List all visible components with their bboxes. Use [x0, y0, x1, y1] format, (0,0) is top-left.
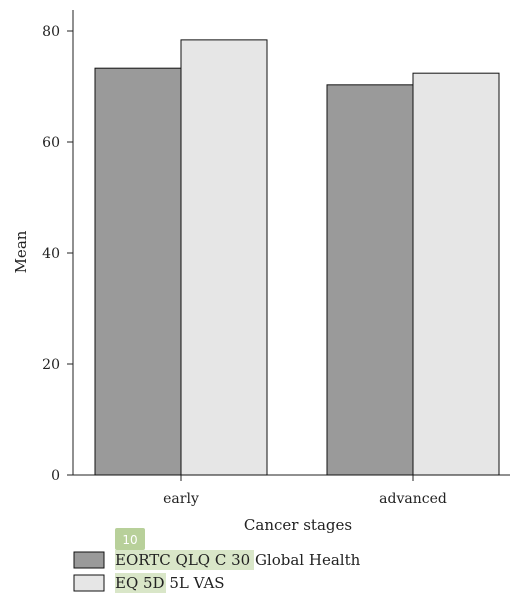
bars: [94, 39, 500, 476]
y-axis-title: Mean: [12, 230, 30, 273]
y-tick-label: 60: [42, 135, 60, 151]
legend-label: EQ 5D 5L VAS: [115, 574, 225, 592]
bar: [180, 39, 268, 476]
y-tick-label: 80: [42, 24, 60, 40]
y-tick-label: 20: [42, 357, 60, 373]
x-axis-title: Cancer stages: [244, 516, 352, 534]
badge-label: 10: [122, 533, 137, 547]
badge-box: [115, 528, 145, 550]
x-tick-label: advanced: [379, 491, 447, 507]
bar: [326, 84, 414, 476]
legend-swatch: [73, 574, 105, 592]
legend-label: EORTC QLQ C 30 Global Health: [115, 551, 361, 569]
y-tick-label: 0: [51, 468, 60, 484]
legend: EORTC QLQ C 30 Global Health EQ 5D 5L VAS: [73, 550, 361, 593]
annotation-badge: 10: [115, 528, 145, 550]
legend-highlight: [115, 550, 254, 570]
bar: [94, 67, 182, 476]
legend-swatch: [73, 551, 105, 569]
y-axis: 0 20 40 60 80: [42, 10, 74, 484]
x-tick-label: early: [163, 491, 199, 507]
y-tick-label: 40: [42, 246, 60, 262]
bar: [412, 72, 500, 476]
x-axis: early advanced: [73, 474, 510, 507]
legend-highlight: [115, 573, 166, 593]
